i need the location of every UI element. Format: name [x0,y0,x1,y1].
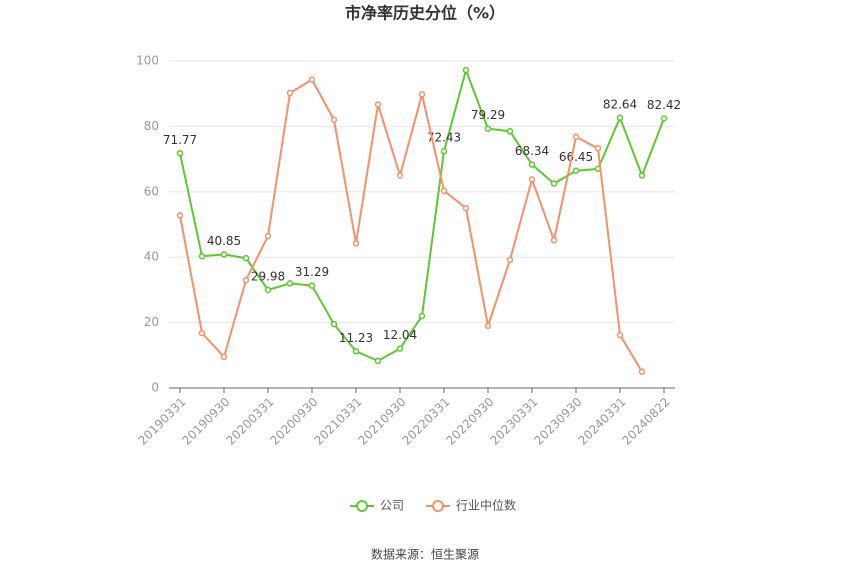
y-tick-label: 0 [151,381,159,395]
point [286,89,294,97]
point [418,91,426,98]
point [462,204,470,212]
point [330,116,338,124]
point [176,150,184,157]
point [330,320,338,328]
point [616,331,624,339]
point [176,212,184,219]
point [660,115,668,122]
y-tick-label: 80 [144,119,159,133]
y-tick-label: 20 [144,315,159,329]
point [264,286,272,294]
point [484,125,492,132]
point [594,145,602,152]
x-tick-label: 20240822 [620,395,673,448]
data-label: 11.23 [339,331,373,345]
point [308,282,316,289]
data-label: 82.42 [647,98,681,112]
chart-title: 市净率历史分位（%） [345,4,505,23]
data-label: 79.29 [471,108,505,122]
point [572,167,580,174]
y-tick-label: 60 [144,184,159,198]
point [506,128,514,135]
point [638,368,646,375]
point [550,236,558,244]
point [374,101,382,108]
data-label: 72.43 [427,131,461,145]
source: 数据来源：恒生聚源 [371,547,479,562]
point [506,256,514,264]
data-label: 82.64 [603,97,637,111]
point [198,329,206,337]
point [374,357,382,365]
point [440,187,448,195]
data-label: 40.85 [207,234,241,248]
data-label: 68.34 [515,144,549,158]
point [462,66,470,74]
data-label: 71.77 [163,133,197,147]
point [528,161,536,168]
point [220,251,228,258]
legend-marker [356,500,368,512]
y-tick-label: 40 [144,250,159,264]
point [352,348,360,355]
point [242,254,250,262]
point [440,147,448,155]
point [264,232,272,240]
data-label: 31.29 [295,265,329,279]
legend-label: 行业中位数 [456,498,516,513]
point [418,312,426,320]
point [286,280,294,287]
point [242,276,250,284]
point [308,76,316,83]
point [352,240,360,247]
point [396,345,404,352]
point [484,322,492,330]
legend-marker [432,500,445,512]
point [396,172,404,179]
point [528,176,536,183]
legend-label: 公司 [380,499,404,513]
data-label: 29.98 [251,269,285,283]
point [572,133,580,141]
point [616,114,624,122]
data-label: 12.04 [383,328,417,342]
data-label: 66.45 [559,150,593,164]
point [638,172,646,179]
point [198,252,206,260]
point [220,353,228,361]
series-line [179,78,643,373]
y-tick-label: 100 [136,54,159,68]
point [550,180,558,187]
